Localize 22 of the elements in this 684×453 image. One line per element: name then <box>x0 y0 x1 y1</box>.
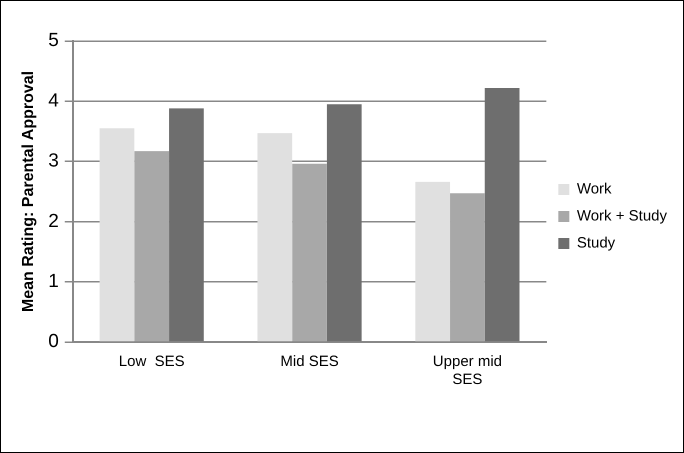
x-tick-label: Mid SES <box>280 353 339 370</box>
y-tick-label: 3 <box>48 150 59 172</box>
bar <box>450 193 485 342</box>
bar <box>134 151 170 342</box>
bar <box>257 133 292 342</box>
bar <box>326 104 362 342</box>
y-tick-label: 0 <box>48 331 59 352</box>
y-tick-label: 2 <box>48 210 59 232</box>
y-axis-title: Mean Rating: Parental Approval <box>20 70 38 312</box>
bar <box>169 108 204 342</box>
y-tick-label: 4 <box>48 90 60 112</box>
bar <box>292 164 327 342</box>
bar <box>100 128 134 342</box>
legend-label: Work <box>576 180 612 198</box>
legend-label: Work + Study <box>576 208 668 225</box>
y-tick-label: 1 <box>48 271 59 292</box>
bar <box>484 88 520 342</box>
bar <box>415 182 450 342</box>
x-tick-label: Low SES <box>118 353 185 370</box>
y-tick-label: 5 <box>48 30 59 52</box>
x-tick-label: Upper mid SES <box>432 353 502 388</box>
legend-label: Study <box>576 234 616 252</box>
